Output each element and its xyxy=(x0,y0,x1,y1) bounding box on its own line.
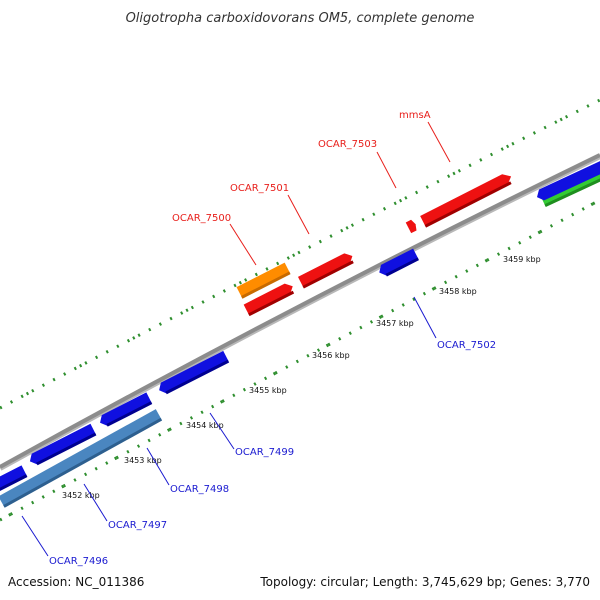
gene-ocar-7501-left[interactable] xyxy=(243,281,296,317)
gene-ocar-7502[interactable] xyxy=(377,248,419,279)
gene-ocar-7496[interactable] xyxy=(0,465,28,496)
kbp-label-3453: 3453 kbp xyxy=(124,456,162,465)
kbp-label-3452: 3452 kbp xyxy=(62,491,100,500)
label-ocar-7500[interactable]: OCAR_7500 xyxy=(172,213,231,224)
gene-ocar-7501[interactable] xyxy=(297,251,356,289)
map-track-area: 3452 kbp 3453 kbp 3454 kbp 3455 kbp 3456… xyxy=(0,98,600,522)
kbp-label-3457: 3457 kbp xyxy=(376,319,414,328)
forward-gene-labels: OCAR_7500 OCAR_7501 OCAR_7503 mmsA xyxy=(172,110,451,266)
label-ocar-7503[interactable]: OCAR_7503 xyxy=(318,139,377,150)
inner-tick-ring xyxy=(0,198,600,522)
leader-ocar-7498 xyxy=(146,447,170,486)
forward-strand-genes xyxy=(236,165,600,317)
gene-ocar-7497[interactable] xyxy=(27,423,97,468)
label-ocar-7501[interactable]: OCAR_7501 xyxy=(230,183,289,194)
topology-summary-text: Topology: circular; Length: 3,745,629 bp… xyxy=(259,575,590,589)
leader-ocar-7501 xyxy=(287,194,310,235)
backbone-line xyxy=(0,153,600,469)
label-ocar-7499[interactable]: OCAR_7499 xyxy=(235,447,294,458)
reverse-strand-genes xyxy=(0,159,600,496)
label-mmsa[interactable]: mmsA xyxy=(399,110,431,121)
gene-mmsa[interactable] xyxy=(420,171,514,228)
outer-tick-ring xyxy=(0,98,600,410)
leader-ocar-7497 xyxy=(83,483,108,522)
label-ocar-7502[interactable]: OCAR_7502 xyxy=(437,340,496,351)
backbone-shadow xyxy=(0,153,600,471)
gene-ocar-7498[interactable] xyxy=(97,392,153,429)
map-title: Oligotropha carboxidovorans OM5, complet… xyxy=(126,11,475,26)
kbp-label-3455: 3455 kbp xyxy=(249,386,287,395)
label-ocar-7496[interactable]: OCAR_7496 xyxy=(49,556,108,567)
leader-ocar-7496 xyxy=(21,515,49,557)
reverse-gene-labels: OCAR_7496 OCAR_7497 OCAR_7498 OCAR_7499 … xyxy=(21,296,496,567)
leader-mmsa xyxy=(427,121,451,163)
accession-text: Accession: NC_011386 xyxy=(8,575,144,589)
leader-ocar-7503 xyxy=(376,151,397,189)
kbp-label-3459: 3459 kbp xyxy=(503,255,541,264)
kbp-label-3454: 3454 kbp xyxy=(186,421,224,430)
gene-blue-right[interactable] xyxy=(534,159,600,202)
kbp-label-3458: 3458 kbp xyxy=(439,287,477,296)
gene-ocar-7500[interactable] xyxy=(236,262,291,299)
steelblue-feature[interactable] xyxy=(0,409,163,508)
outer-minor-ticks xyxy=(0,98,600,410)
kbp-labels: 3452 kbp 3453 kbp 3454 kbp 3455 kbp 3456… xyxy=(62,255,541,500)
kbp-label-3456: 3456 kbp xyxy=(312,351,350,360)
outer-major-ticks xyxy=(0,98,600,410)
label-ocar-7497[interactable]: OCAR_7497 xyxy=(108,520,167,531)
leader-ocar-7499 xyxy=(209,412,235,450)
label-ocar-7498[interactable]: OCAR_7498 xyxy=(170,484,229,495)
leader-ocar-7500 xyxy=(229,223,257,266)
leader-ocar-7502 xyxy=(413,296,437,339)
gene-ocar-7499[interactable] xyxy=(156,350,230,397)
gene-ocar-7503-fragment[interactable] xyxy=(405,219,419,234)
inner-minor-ticks xyxy=(0,198,600,522)
